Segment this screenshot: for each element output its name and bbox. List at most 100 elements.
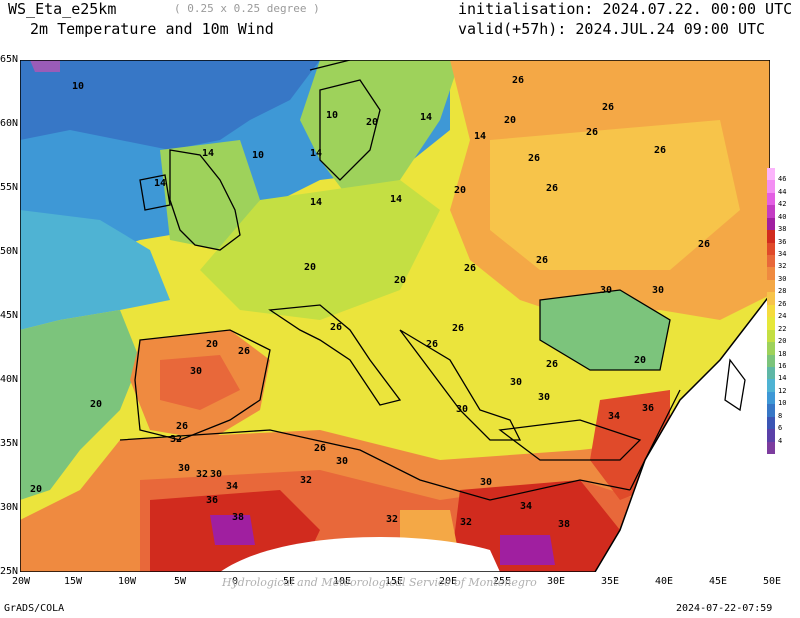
colorbar-label: 16 bbox=[778, 361, 787, 370]
contour-label: 26 bbox=[528, 153, 540, 164]
contour-label: 38 bbox=[232, 512, 244, 523]
contour-label: 20 bbox=[504, 115, 516, 126]
contour-label: 34 bbox=[520, 501, 532, 512]
contour-label: 30 bbox=[652, 285, 664, 296]
colorbar-segment bbox=[767, 441, 775, 455]
lat-tick: 35N bbox=[0, 438, 19, 449]
colorbar-label: 24 bbox=[778, 312, 787, 321]
colorbar-segment bbox=[767, 242, 775, 256]
contour-label: 26 bbox=[512, 75, 524, 86]
contour-label: 32 bbox=[386, 514, 398, 525]
contour-labels: 10 10 10 14 14 14 14 14 14 14 20 20 20 2… bbox=[30, 75, 710, 530]
software-credit: GrADS/COLA bbox=[4, 603, 65, 614]
colorbar-segment bbox=[767, 217, 775, 231]
contour-label: 26 bbox=[176, 421, 188, 432]
contour-label: 32 bbox=[196, 469, 208, 480]
contour-label: 38 bbox=[558, 519, 570, 530]
colorbar-label: 8 bbox=[778, 411, 783, 420]
lon-tick: 30E bbox=[547, 576, 566, 587]
contour-label: 26 bbox=[536, 255, 548, 266]
valid-time: valid(+57h): 2024.JUL.24 09:00 UTC bbox=[458, 20, 766, 38]
contour-label: 20 bbox=[30, 484, 42, 495]
colorbar-segment bbox=[767, 267, 775, 281]
contour-label: 14 bbox=[390, 194, 402, 205]
contour-label: 32 bbox=[300, 475, 312, 486]
render-timestamp: 2024-07-22-07:59 bbox=[676, 603, 773, 614]
contour-label: 26 bbox=[314, 443, 326, 454]
colorbar-segment bbox=[767, 180, 775, 194]
colorbar-segment bbox=[767, 205, 775, 219]
contour-label: 26 bbox=[238, 346, 250, 357]
lat-tick: 55N bbox=[0, 182, 19, 193]
contour-label: 10 bbox=[252, 150, 264, 161]
contour-label: 26 bbox=[426, 339, 438, 350]
lon-tick: 35E bbox=[601, 576, 620, 587]
lat-tick: 45N bbox=[0, 310, 19, 321]
contour-label: 30 bbox=[510, 377, 522, 388]
contour-label: 32 bbox=[460, 517, 472, 528]
colorbar-label: 14 bbox=[778, 374, 787, 383]
lon-tick: 15E bbox=[385, 576, 404, 587]
contour-label: 20 bbox=[90, 399, 102, 410]
contour-label: 30 bbox=[456, 404, 468, 415]
contour-label: 30 bbox=[190, 366, 202, 377]
colorbar-label: 34 bbox=[778, 250, 787, 259]
colorbar-segment bbox=[767, 255, 775, 268]
initialisation-time: initialisation: 2024.07.22. 00:00 UTC bbox=[458, 0, 793, 18]
contour-label: 32 bbox=[170, 434, 182, 445]
contour-label: 30 bbox=[336, 456, 348, 467]
lat-tick: 25N bbox=[0, 566, 19, 577]
lon-tick: 20E bbox=[439, 576, 458, 587]
lon-tick: 0 bbox=[232, 576, 239, 587]
temperature-colorbar bbox=[767, 168, 775, 455]
contour-label: 14 bbox=[474, 131, 486, 142]
colorbar-segment bbox=[767, 292, 775, 306]
colorbar-label: 44 bbox=[778, 187, 787, 196]
colorbar-segment bbox=[767, 279, 775, 293]
contour-label: 10 bbox=[326, 110, 338, 121]
contour-label: 14 bbox=[420, 112, 432, 123]
colorbar-segment bbox=[767, 379, 775, 393]
contour-label: 30 bbox=[178, 463, 190, 474]
contour-label: 26 bbox=[452, 323, 464, 334]
lon-tick: 40E bbox=[655, 576, 674, 587]
colorbar-segment bbox=[767, 168, 775, 181]
product-title: 2m Temperature and 10m Wind bbox=[30, 20, 274, 38]
colorbar-label: 20 bbox=[778, 337, 787, 346]
lat-tick: 65N bbox=[0, 54, 19, 65]
colorbar-segment bbox=[767, 230, 775, 244]
lon-tick: 15W bbox=[64, 576, 83, 587]
contour-label: 26 bbox=[464, 263, 476, 274]
lon-tick: 5W bbox=[174, 576, 187, 587]
colorbar-label: 32 bbox=[778, 262, 787, 271]
lat-tick: 30N bbox=[0, 502, 19, 513]
contour-label: 26 bbox=[330, 322, 342, 333]
contour-label: 20 bbox=[304, 262, 316, 273]
colorbar-label: 38 bbox=[778, 225, 787, 234]
contour-label: 14 bbox=[310, 148, 322, 159]
contour-label: 14 bbox=[310, 197, 322, 208]
contour-label: 26 bbox=[698, 239, 710, 250]
colorbar-segment bbox=[767, 342, 775, 355]
lon-tick: 5E bbox=[283, 576, 296, 587]
contour-label: 26 bbox=[546, 183, 558, 194]
colorbar-segment bbox=[767, 429, 775, 443]
colorbar-label: 46 bbox=[778, 175, 787, 184]
colorbar-segment bbox=[767, 354, 775, 368]
contour-label: 20 bbox=[394, 275, 406, 286]
contour-label: 14 bbox=[202, 148, 214, 159]
contour-label: 30 bbox=[600, 285, 612, 296]
colorbar-label: 42 bbox=[778, 200, 787, 209]
colorbar-label: 40 bbox=[778, 212, 787, 221]
colorbar-label: 4 bbox=[778, 436, 783, 445]
lat-tick: 60N bbox=[0, 118, 19, 129]
resolution-note: ( 0.25 x 0.25 degree ) bbox=[174, 2, 320, 15]
colorbar-label: 26 bbox=[778, 299, 787, 308]
contour-label: 26 bbox=[602, 102, 614, 113]
contour-label: 20 bbox=[366, 117, 378, 128]
lon-tick: 50E bbox=[763, 576, 782, 587]
contour-label: 30 bbox=[538, 392, 550, 403]
coastlines bbox=[119, 60, 746, 501]
contour-label: 34 bbox=[608, 411, 620, 422]
contour-label: 26 bbox=[654, 145, 666, 156]
